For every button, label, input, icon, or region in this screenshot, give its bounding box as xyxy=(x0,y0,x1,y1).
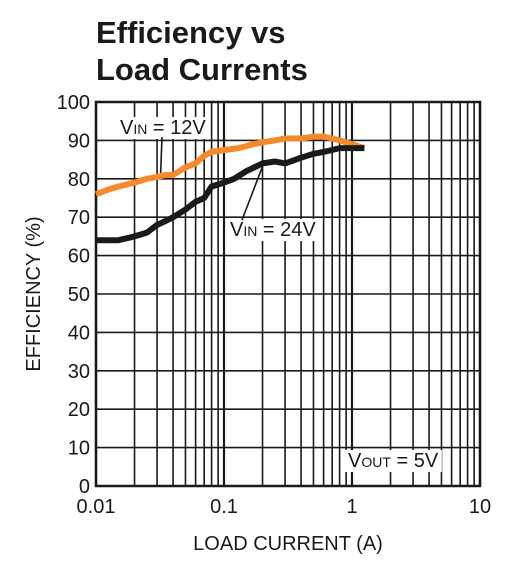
x-tick-label: 1 xyxy=(346,496,357,518)
y-tick-label: 10 xyxy=(68,438,90,460)
y-tick-label: 50 xyxy=(68,284,90,306)
vout-annotation: VOUT = 5V xyxy=(348,450,439,472)
y-tick-label: 20 xyxy=(68,399,90,421)
labels: LOAD CURRENT (A) EFFICIENCY (%) VIN = 12V V… xyxy=(23,117,442,555)
series-label-1: VIN = 12V xyxy=(120,117,206,139)
chart-title-line-2: Load Currents xyxy=(96,52,308,87)
y-tick-label: 60 xyxy=(68,246,90,268)
series-label-1-leader xyxy=(159,136,163,173)
x-axis-label: LOAD CURRENT (A) xyxy=(193,533,383,555)
y-tick-label: 40 xyxy=(68,322,90,344)
chart-title: Efficiency vs Load Currents xyxy=(96,14,496,88)
x-tick-label: 0.01 xyxy=(77,496,116,518)
y-tick-label: 30 xyxy=(68,361,90,383)
y-tick-label: 80 xyxy=(68,169,90,191)
x-tick-label: 0.1 xyxy=(210,496,238,518)
series-line-2 xyxy=(96,145,365,244)
chart-title-line-1: Efficiency vs xyxy=(96,15,286,50)
y-axis-label: EFFICIENCY (%) xyxy=(23,216,45,371)
series-label-1-bg xyxy=(117,117,210,139)
y-tick-label: 100 xyxy=(57,92,90,114)
y-tick-label: 90 xyxy=(68,130,90,152)
series-line-1 xyxy=(94,133,366,197)
y-tick-label: 0 xyxy=(79,476,90,498)
tick-labels: 0 10 20 30 40 50 60 70 80 90 100 0.01 0.1 1 10 xyxy=(57,92,492,518)
series-label-2-bg xyxy=(227,219,320,241)
vout-annotation-bg xyxy=(345,450,442,472)
series-label-2-leader xyxy=(241,166,264,221)
series-lines xyxy=(94,133,366,244)
y-tick-label: 70 xyxy=(68,207,90,229)
series-label-2: VIN = 24V xyxy=(230,219,316,241)
x-tick-label: 10 xyxy=(469,496,491,518)
plot-frame xyxy=(94,100,482,488)
